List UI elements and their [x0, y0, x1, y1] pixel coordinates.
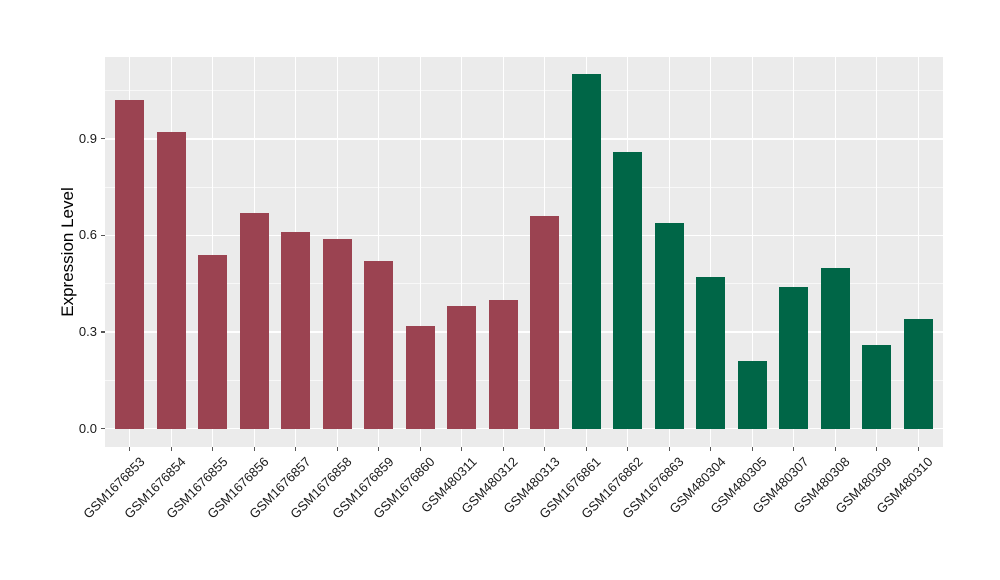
y-tick-label: 0.0: [78, 420, 97, 436]
x-tick-mark: [751, 446, 753, 451]
minor-gridline: [105, 90, 943, 91]
x-tick-mark: [668, 446, 670, 451]
minor-gridline: [105, 283, 943, 285]
vertical-gridline: [710, 56, 712, 447]
vertical-gridline: [793, 56, 795, 447]
vertical-gridline: [917, 56, 919, 447]
major-gridline: [105, 234, 943, 237]
bar: [613, 151, 643, 429]
x-tick-mark: [585, 446, 587, 451]
x-tick-mark: [710, 446, 712, 451]
y-tick-label: 0.9: [78, 130, 97, 146]
bar: [820, 267, 850, 429]
bar: [737, 360, 767, 429]
x-tick-mark: [544, 446, 546, 451]
major-gridline: [105, 427, 943, 430]
x-tick-mark: [793, 446, 795, 451]
y-tick-mark: [100, 428, 105, 430]
minor-gridline: [105, 379, 943, 381]
vertical-gridline: [502, 56, 504, 447]
x-tick-mark: [461, 446, 463, 451]
x-tick-mark: [129, 446, 131, 451]
bar: [156, 132, 186, 429]
y-axis-title: Expression Level: [58, 186, 77, 317]
bar: [488, 299, 518, 429]
bar: [862, 344, 892, 429]
vertical-gridline: [834, 56, 836, 447]
y-tick-label: 0.3: [78, 324, 97, 339]
major-gridline: [105, 331, 943, 333]
bar: [654, 222, 684, 429]
x-tick-mark: [253, 446, 255, 451]
vertical-gridline: [212, 56, 214, 447]
x-tick-mark: [834, 446, 836, 451]
x-tick-mark: [295, 446, 297, 451]
x-tick-mark: [336, 446, 338, 451]
bar: [903, 319, 933, 429]
minor-gridline: [105, 186, 943, 188]
x-tick-mark: [378, 446, 380, 451]
bar: [571, 74, 601, 429]
bar: [530, 216, 560, 429]
vertical-gridline: [461, 56, 463, 447]
x-tick-mark: [170, 446, 172, 451]
bar: [696, 277, 726, 429]
bar: [405, 325, 435, 429]
vertical-gridline: [419, 56, 421, 447]
y-tick-mark: [100, 234, 105, 236]
bar: [364, 261, 394, 429]
y-tick-mark: [100, 331, 105, 333]
x-tick-mark: [876, 446, 878, 451]
vertical-gridline: [876, 56, 878, 447]
x-tick-mark: [212, 446, 214, 451]
bar: [779, 286, 809, 429]
x-tick-mark: [627, 446, 629, 451]
bar: [115, 100, 145, 429]
bar: [281, 232, 311, 429]
bar: [447, 306, 477, 429]
y-tick-mark: [100, 138, 105, 140]
x-tick-mark: [419, 446, 421, 451]
bar: [239, 212, 269, 429]
vertical-gridline: [751, 56, 753, 447]
y-tick-label: 0.6: [78, 227, 97, 243]
bar: [198, 254, 228, 429]
major-gridline: [105, 138, 943, 140]
x-tick-mark: [502, 446, 504, 451]
plot-panel: [105, 56, 943, 447]
vertical-gridline: [378, 56, 380, 447]
bar: [322, 238, 352, 429]
x-tick-mark: [917, 446, 919, 451]
